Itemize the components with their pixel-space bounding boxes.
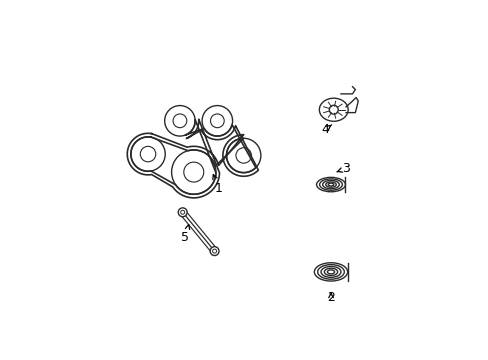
Ellipse shape — [319, 98, 347, 121]
Text: 2: 2 — [326, 291, 334, 304]
Text: 4: 4 — [320, 123, 331, 136]
Circle shape — [210, 247, 219, 256]
Text: 1: 1 — [212, 175, 222, 195]
Circle shape — [328, 105, 338, 114]
Text: 5: 5 — [181, 225, 189, 244]
Text: 3: 3 — [336, 162, 349, 175]
Circle shape — [178, 208, 187, 217]
